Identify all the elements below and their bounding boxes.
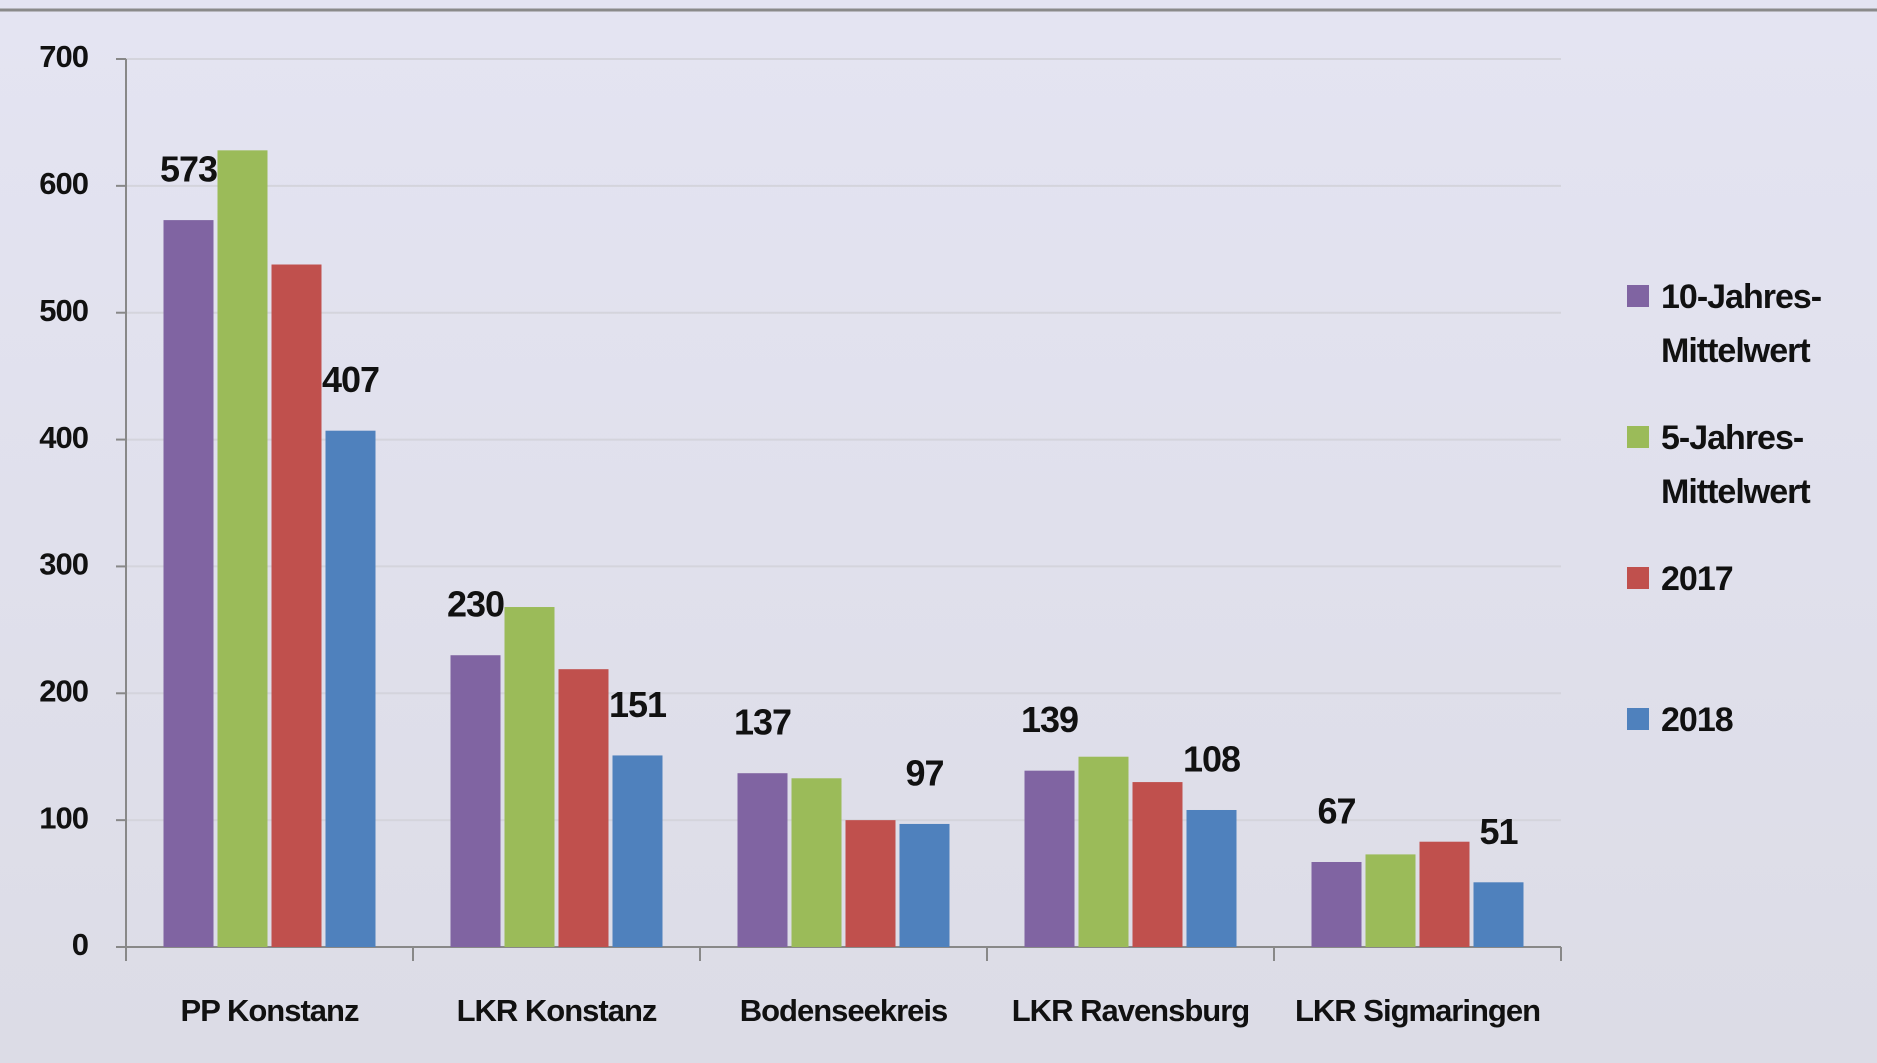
bar [1078, 756, 1129, 947]
legend-item: 10-Jahres-Mittelwert [1627, 270, 1867, 411]
bar [1419, 841, 1470, 947]
bar [899, 823, 950, 947]
legend-swatch [1627, 567, 1649, 589]
bar [1024, 770, 1075, 947]
bar [217, 150, 268, 947]
legend-swatch [1627, 708, 1649, 730]
x-tick-label: LKR Konstanz [457, 993, 657, 1028]
y-tick-label: 100 [39, 800, 88, 835]
bar [1186, 809, 1237, 947]
x-tick-label: Bodenseekreis [740, 993, 948, 1028]
bar [612, 755, 663, 947]
bar [163, 220, 214, 947]
legend-item: 5-Jahres-Mittelwert [1627, 411, 1867, 552]
y-tick-label: 0 [72, 927, 88, 962]
y-tick-label: 200 [39, 673, 88, 708]
bar [1473, 882, 1524, 947]
y-tick-label: 700 [39, 39, 88, 74]
legend-item: 2018 [1627, 693, 1867, 834]
y-tick-label: 400 [39, 420, 88, 455]
bar [845, 820, 896, 947]
data-label: 151 [609, 684, 667, 725]
bar [271, 264, 322, 948]
x-tick-label: LKR Ravensburg [1012, 993, 1249, 1028]
legend-item: 2017 [1627, 552, 1867, 693]
legend-label: 2018 [1661, 701, 1734, 739]
data-label: 108 [1183, 739, 1240, 780]
bar [504, 607, 555, 947]
data-label: 67 [1317, 791, 1355, 832]
bar [450, 655, 501, 947]
y-tick-label: 500 [39, 293, 88, 328]
bar [1365, 854, 1416, 947]
data-label: 573 [160, 149, 217, 190]
x-tick-label: PP Konstanz [181, 993, 359, 1028]
bar [737, 773, 788, 947]
bar [558, 669, 609, 947]
legend-swatch [1627, 426, 1649, 448]
data-label: 230 [447, 584, 504, 625]
legend-label: 2017 [1661, 560, 1734, 598]
data-label: 137 [734, 702, 791, 743]
legend-swatch [1627, 285, 1649, 307]
legend-label: 5-Jahres-Mittelwert [1661, 419, 1811, 511]
bar [791, 778, 842, 947]
data-label: 139 [1021, 699, 1078, 740]
x-tick-label: LKR Sigmaringen [1295, 993, 1540, 1028]
bar [1132, 782, 1183, 947]
data-label: 97 [905, 752, 943, 793]
data-label: 51 [1479, 811, 1518, 852]
legend-label: 10-Jahres-Mittelwert [1661, 278, 1822, 370]
bar [1311, 862, 1362, 947]
y-tick-label: 300 [39, 547, 88, 582]
bar [325, 430, 376, 948]
legend: 10-Jahres-Mittelwert 5-Jahres-Mittelwert 2… [1627, 270, 1867, 834]
y-tick-label: 600 [39, 166, 88, 201]
data-label: 407 [322, 359, 379, 400]
